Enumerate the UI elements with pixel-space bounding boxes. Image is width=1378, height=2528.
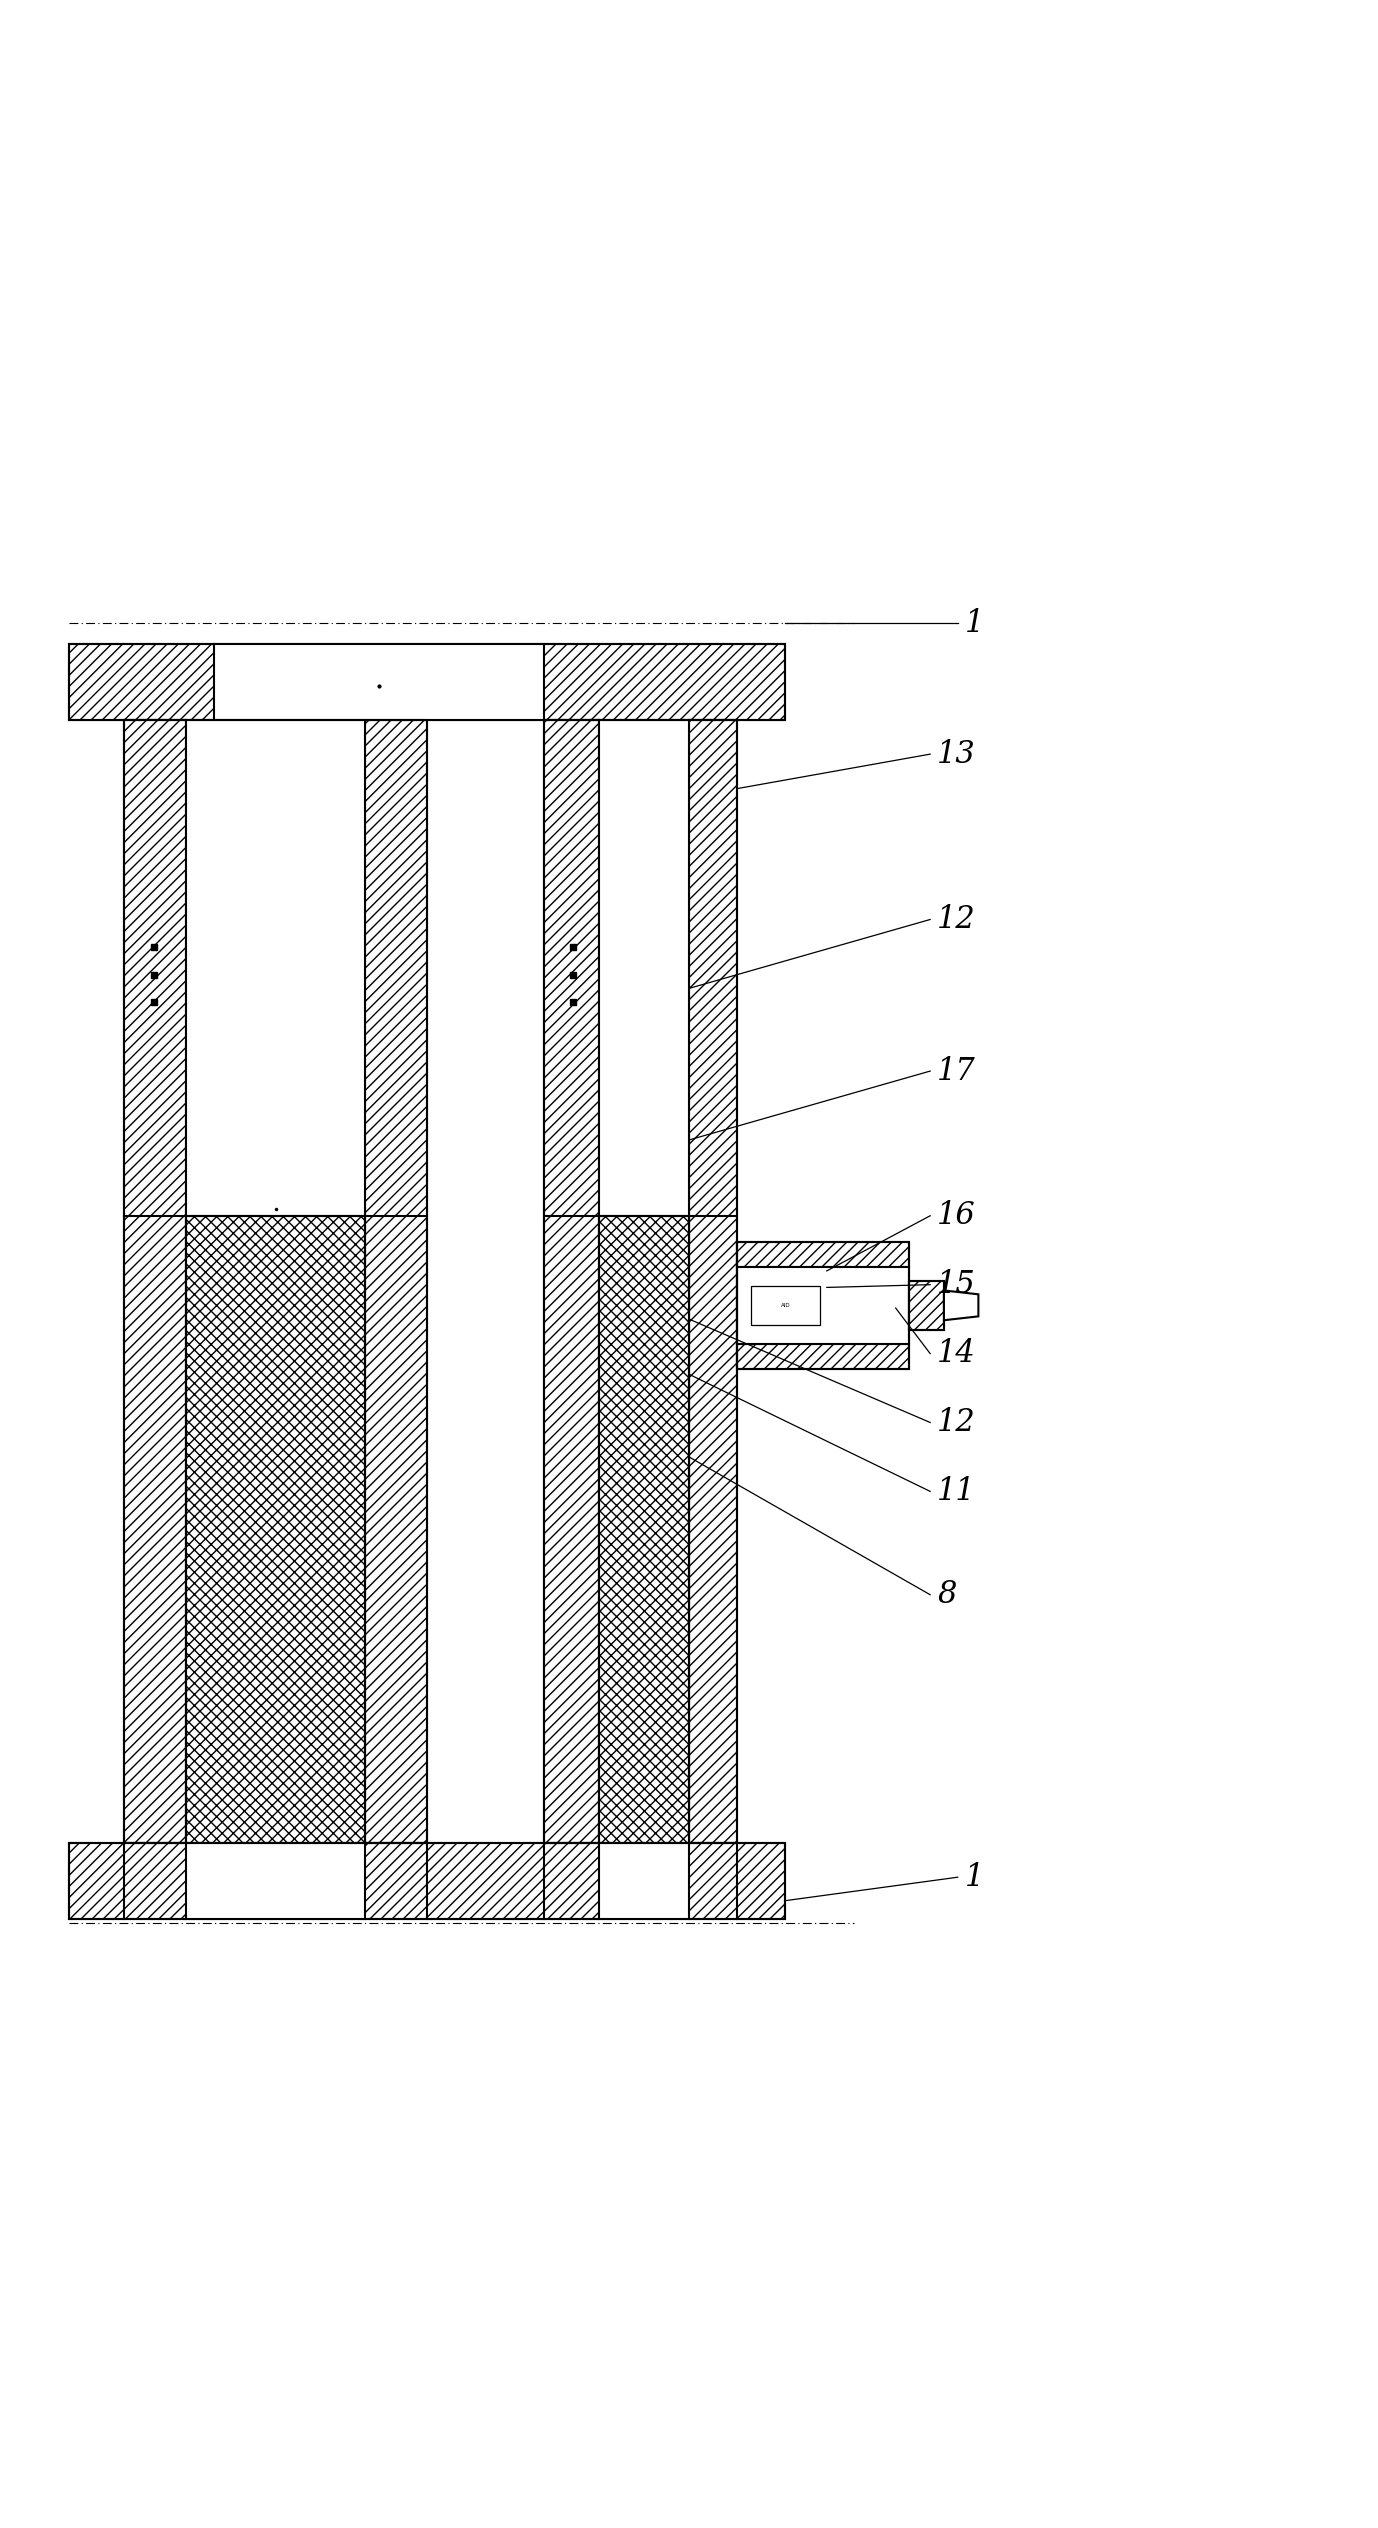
Bar (365, 720, 427, 1843)
Bar (124, 720, 186, 1843)
Bar (737, 1241, 909, 1267)
Bar (186, 1216, 365, 1843)
Text: 16: 16 (937, 1201, 976, 1231)
Text: 1: 1 (965, 607, 984, 640)
Bar (186, 720, 365, 1216)
Bar (186, 1843, 365, 1919)
Bar (689, 720, 737, 1843)
Text: 15: 15 (937, 1269, 976, 1299)
Bar (124, 720, 427, 1843)
Polygon shape (944, 1289, 978, 1320)
Bar (69, 645, 785, 720)
Bar (737, 1345, 909, 1368)
Text: 14: 14 (937, 1337, 976, 1370)
Text: 12: 12 (937, 905, 976, 935)
Bar (737, 1267, 909, 1345)
Bar (69, 1843, 785, 1919)
Bar (544, 720, 599, 1843)
Text: 13: 13 (937, 738, 976, 769)
Text: 1: 1 (965, 1861, 984, 1893)
Bar (599, 1843, 689, 1919)
Bar (599, 1216, 689, 1843)
Bar (909, 1282, 944, 1330)
Text: 12: 12 (937, 1408, 976, 1438)
Bar (69, 645, 785, 720)
Bar (544, 720, 737, 1843)
Bar (909, 1282, 944, 1330)
Bar (214, 645, 544, 720)
Text: 11: 11 (937, 1476, 976, 1507)
Bar (737, 1241, 909, 1368)
Bar (69, 1843, 785, 1919)
Text: 8: 8 (937, 1580, 956, 1610)
Text: 17: 17 (937, 1057, 976, 1087)
Bar (599, 720, 689, 1216)
Bar (751, 1287, 820, 1325)
Text: AID: AID (781, 1302, 790, 1307)
